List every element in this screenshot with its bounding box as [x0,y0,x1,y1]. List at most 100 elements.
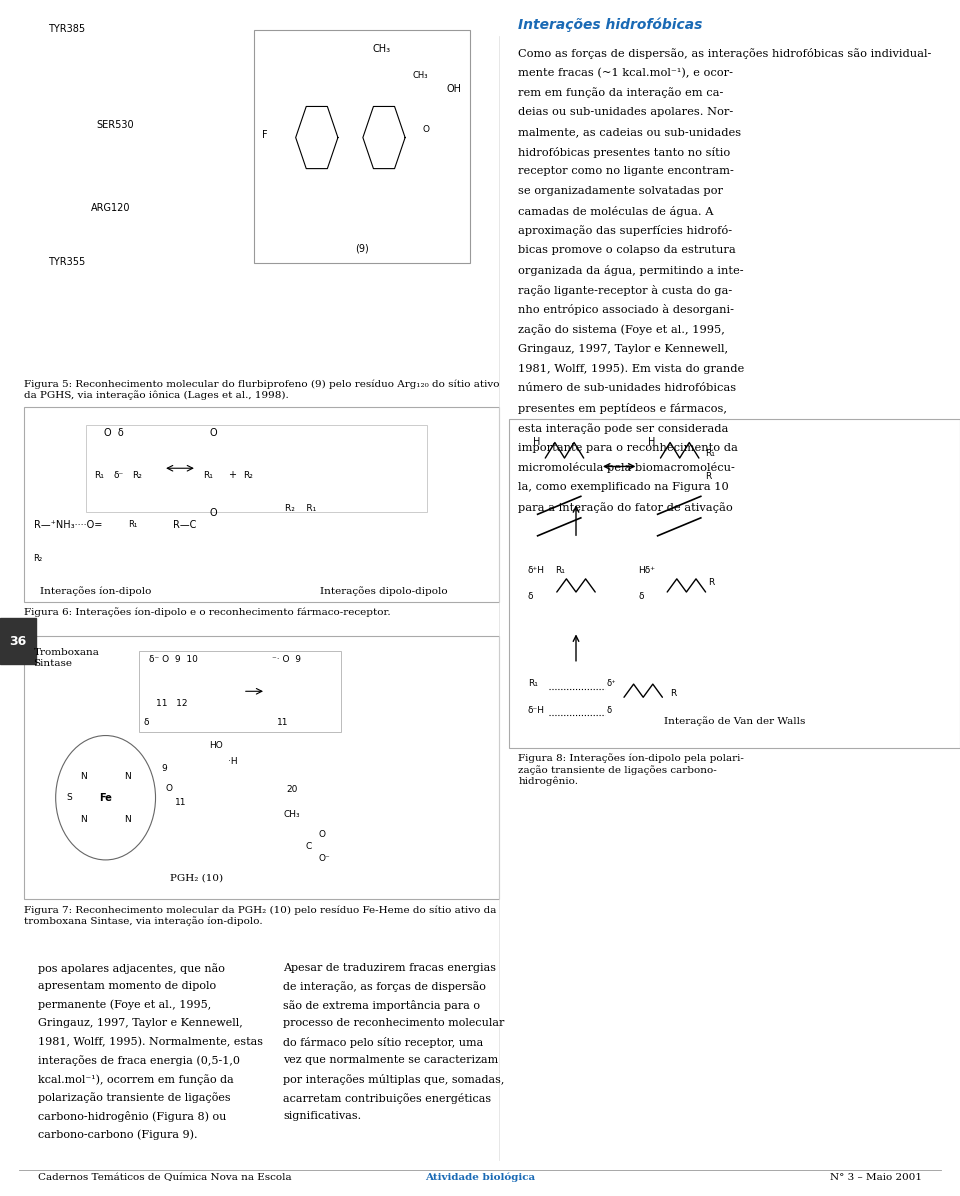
Text: 9: 9 [161,764,167,774]
Text: nho entrópico associado à desorgani-: nho entrópico associado à desorgani- [518,304,734,316]
Text: ⁻· O  9: ⁻· O 9 [272,655,300,665]
Text: O: O [209,428,217,438]
Text: Figura 7: Reconhecimento molecular da PGH₂ (10) pelo resíduo Fe-Heme do sítio at: Figura 7: Reconhecimento molecular da PG… [24,905,496,926]
Text: CH₃: CH₃ [372,44,391,54]
Text: δ⁻ O  9  10: δ⁻ O 9 10 [149,655,198,665]
Text: polarização transiente de ligações: polarização transiente de ligações [38,1093,231,1104]
Text: presentes em peptídeos e fármacos,: presentes em peptídeos e fármacos, [518,403,728,414]
Text: N: N [124,814,132,824]
Text: Gringauz, 1997, Taylor e Kennewell,: Gringauz, 1997, Taylor e Kennewell, [38,1019,243,1029]
Text: Interação de Van der Walls: Interação de Van der Walls [663,716,805,726]
Text: acarretam contribuições energéticas: acarretam contribuições energéticas [283,1093,492,1104]
Text: Gringauz, 1997, Taylor e Kennewell,: Gringauz, 1997, Taylor e Kennewell, [518,343,729,354]
Text: R₁: R₁ [94,471,104,480]
Bar [509,419,960,748]
Text: H: H [648,437,656,446]
Text: Cadernos Temáticos de Química Nova na Escola: Cadernos Temáticos de Química Nova na Es… [38,1172,292,1182]
Text: O: O [209,508,217,518]
Text: (9): (9) [355,244,370,254]
Text: F: F [262,130,268,140]
Text: N° 3 – Maio 2001: N° 3 – Maio 2001 [829,1172,922,1182]
Text: Fe: Fe [99,793,112,803]
Text: rem em função da interação em ca-: rem em função da interação em ca- [518,87,724,98]
Text: Como as forças de dispersão, as interações hidrofóbicas são individual-: Como as forças de dispersão, as interaçõ… [518,48,932,59]
Text: δ: δ [528,592,534,602]
Bar [254,30,470,263]
Text: H: H [533,437,540,446]
Text: SER530: SER530 [96,120,133,129]
Text: R: R [706,472,712,482]
Text: vez que normalmente se caracterizam: vez que normalmente se caracterizam [283,1056,498,1066]
Text: O: O [319,830,325,840]
Text: do fármaco pelo sítio receptor, uma: do fármaco pelo sítio receptor, uma [283,1037,484,1048]
Text: S: S [66,793,72,803]
Text: kcal.mol⁻¹), ocorrem em função da: kcal.mol⁻¹), ocorrem em função da [38,1074,234,1085]
Text: R: R [708,578,715,587]
Text: deias ou sub-unidades apolares. Nor-: deias ou sub-unidades apolares. Nor- [518,106,733,117]
Text: R—C: R—C [173,520,196,530]
Text: δ⁺: δ⁺ [607,679,616,689]
Text: Tromboxana
Sintase: Tromboxana Sintase [34,648,100,667]
Text: R₁: R₁ [528,679,538,689]
Text: R₂: R₂ [243,471,252,480]
Bar [24,407,499,602]
Text: para a interação do fator de ativação: para a interação do fator de ativação [518,501,733,513]
Text: 36: 36 [10,635,27,647]
Text: HO: HO [209,740,223,750]
Text: R—⁺NH₃····O=: R—⁺NH₃····O= [34,520,102,530]
Bar [86,425,427,512]
Text: Atividade biológica: Atividade biológica [425,1172,535,1182]
Text: la, como exemplificado na Figura 10: la, como exemplificado na Figura 10 [518,482,730,492]
Text: O: O [422,124,429,134]
Text: carbono-carbono (Figura 9).: carbono-carbono (Figura 9). [38,1129,198,1140]
Text: R₁: R₁ [555,566,564,575]
Text: 1981, Wolff, 1995). Em vista do grande: 1981, Wolff, 1995). Em vista do grande [518,364,745,374]
Text: micromolécula pela biomacromolécu-: micromolécula pela biomacromolécu- [518,462,735,474]
Text: pos apolares adjacentes, que não: pos apolares adjacentes, que não [38,963,226,974]
Text: TYR385: TYR385 [48,24,85,33]
Text: Interações íon-dipolo: Interações íon-dipolo [40,586,152,596]
Text: Interações dipolo-dipolo: Interações dipolo-dipolo [321,586,447,596]
Text: Figura 8: Interações íon-dipolo pela polari-
zação transiente de ligações carbon: Figura 8: Interações íon-dipolo pela pol… [518,753,744,786]
Text: N: N [80,771,87,781]
Text: δ: δ [143,718,149,727]
Bar [24,636,499,899]
Text: receptor como no ligante encontram-: receptor como no ligante encontram- [518,166,734,176]
Text: Interações hidrofóbicas: Interações hidrofóbicas [518,18,703,32]
Text: R₁: R₁ [204,471,213,480]
Text: carbono-hidrogênio (Figura 8) ou: carbono-hidrogênio (Figura 8) ou [38,1111,227,1122]
Text: aproximação das superfícies hidrofó-: aproximação das superfícies hidrofó- [518,225,732,237]
Text: Figura 5: Reconhecimento molecular do flurbiprofeno (9) pelo resíduo Arg₁₂₀ do s: Figura 5: Reconhecimento molecular do fl… [24,379,499,399]
Text: por interações múltiplas que, somadas,: por interações múltiplas que, somadas, [283,1074,505,1085]
Text: Apesar de traduzirem fracas energias: Apesar de traduzirem fracas energias [283,963,496,972]
Text: R₂: R₂ [132,471,142,480]
Text: importante para o reconhecimento da: importante para o reconhecimento da [518,443,738,452]
Text: processo de reconhecimento molecular: processo de reconhecimento molecular [283,1019,505,1029]
Text: zação do sistema (Foye et al., 1995,: zação do sistema (Foye et al., 1995, [518,324,725,335]
Text: OH: OH [446,84,462,93]
Text: CH₃: CH₃ [413,71,428,80]
Text: R₂    R₁: R₂ R₁ [285,504,317,513]
Text: ·H: ·H [228,757,238,767]
Text: 1981, Wolff, 1995). Normalmente, estas: 1981, Wolff, 1995). Normalmente, estas [38,1037,263,1048]
Text: 11   12: 11 12 [156,698,188,708]
Text: δ⁻: δ⁻ [113,471,124,480]
Text: número de sub-unidades hidrofóbicas: número de sub-unidades hidrofóbicas [518,383,736,393]
Bar [139,651,341,732]
Text: O⁻: O⁻ [319,854,330,864]
Text: +: + [228,470,236,481]
Text: O  δ: O δ [104,428,124,438]
Text: camadas de moléculas de água. A: camadas de moléculas de água. A [518,206,714,216]
Text: N: N [124,771,132,781]
Text: 11: 11 [175,798,186,807]
Text: R: R [670,689,677,698]
Text: organizada da água, permitindo a inte-: organizada da água, permitindo a inte- [518,264,744,276]
Text: apresentam momento de dipolo: apresentam momento de dipolo [38,981,217,991]
Text: bicas promove o colapso da estrutura: bicas promove o colapso da estrutura [518,245,736,255]
Text: N: N [80,814,87,824]
Text: mente fracas (~1 kcal.mol⁻¹), e ocor-: mente fracas (~1 kcal.mol⁻¹), e ocor- [518,68,733,78]
Text: ARG120: ARG120 [91,203,131,213]
Text: δ: δ [607,706,612,715]
Text: permanente (Foye et al., 1995,: permanente (Foye et al., 1995, [38,1000,211,1011]
Text: PGH₂ (10): PGH₂ (10) [170,873,224,883]
